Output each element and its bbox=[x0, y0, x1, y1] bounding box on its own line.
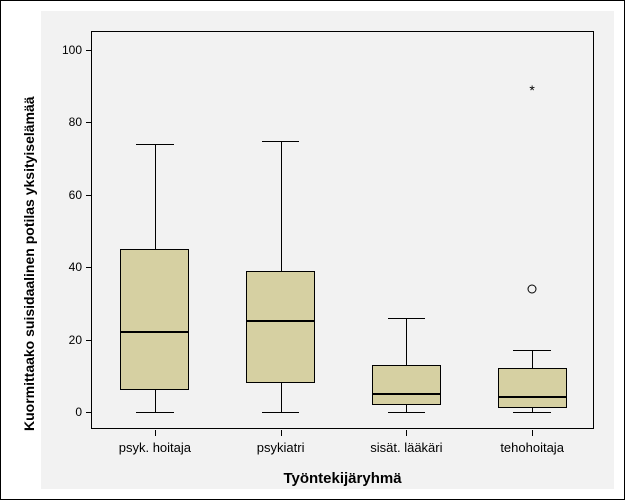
x-axis-title: Työntekijäryhmä bbox=[91, 470, 594, 487]
whisker-cap bbox=[262, 141, 300, 142]
whisker-cap bbox=[388, 318, 426, 319]
box bbox=[498, 368, 567, 408]
box bbox=[246, 271, 315, 383]
whisker bbox=[155, 144, 156, 249]
box bbox=[372, 365, 441, 405]
whisker-cap bbox=[136, 144, 174, 145]
outlier-mild bbox=[528, 284, 537, 293]
median-line bbox=[120, 331, 189, 333]
whisker bbox=[281, 141, 282, 271]
box bbox=[120, 249, 189, 390]
chart-inner-frame: Kuormittaako suisidaalinen potilas yksit… bbox=[41, 11, 614, 489]
whisker bbox=[532, 350, 533, 368]
whisker bbox=[281, 383, 282, 412]
plot-area: 020406080100psyk. hoitajapsykiatrisisät.… bbox=[91, 31, 594, 429]
median-line bbox=[498, 396, 567, 398]
whisker bbox=[406, 405, 407, 412]
chart-container: Kuormittaako suisidaalinen potilas yksit… bbox=[0, 0, 625, 500]
whisker-cap bbox=[136, 412, 174, 413]
whisker-cap bbox=[513, 350, 551, 351]
y-axis-title: Kuormittaako suisidaalinen potilas yksit… bbox=[21, 96, 37, 431]
whisker bbox=[406, 318, 407, 365]
median-line bbox=[372, 393, 441, 395]
whisker-cap bbox=[513, 412, 551, 413]
outlier-extreme: * bbox=[529, 83, 534, 97]
median-line bbox=[246, 320, 315, 322]
whisker-cap bbox=[262, 412, 300, 413]
whisker bbox=[155, 390, 156, 412]
whisker-cap bbox=[388, 412, 426, 413]
